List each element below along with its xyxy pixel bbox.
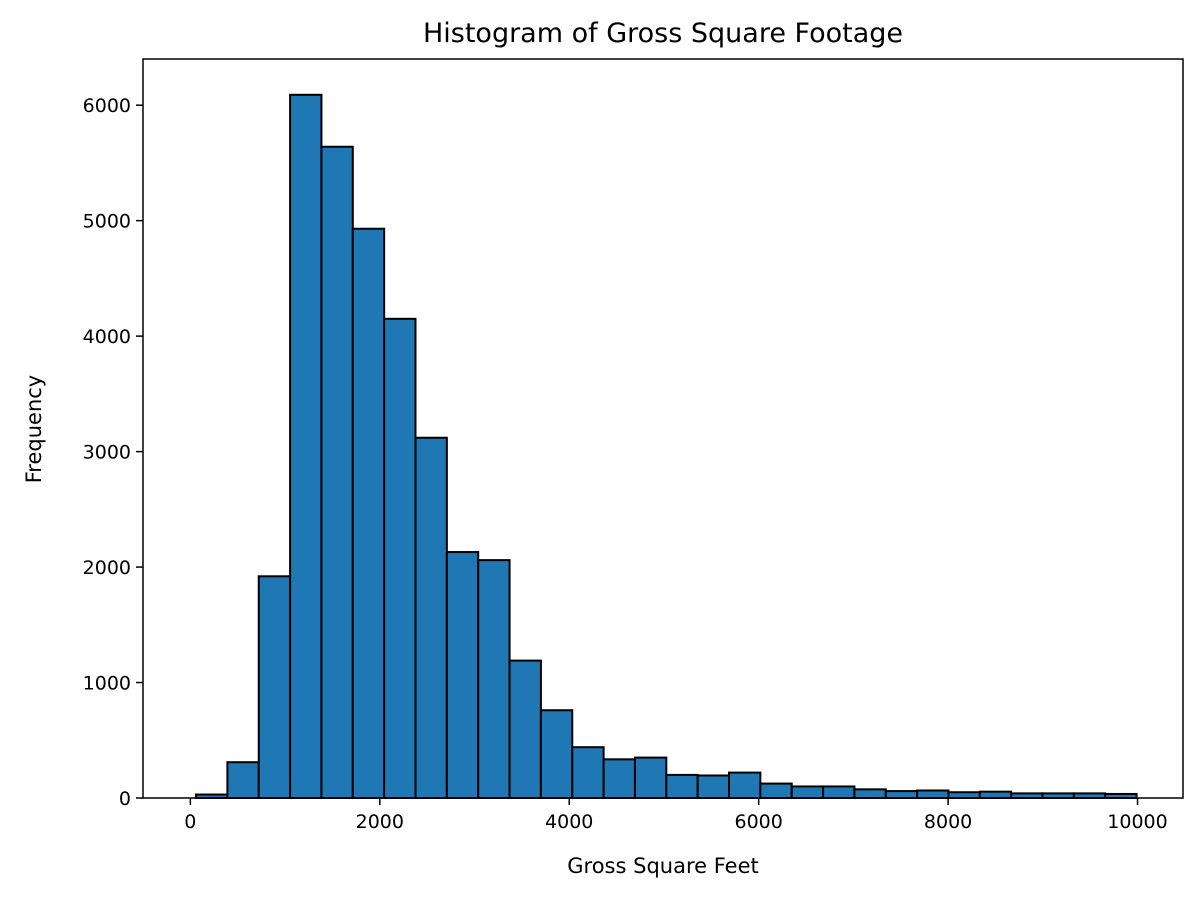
histogram-bar (978, 790, 1013, 800)
y-tick-label: 2000 (83, 557, 131, 579)
histogram-bar (571, 746, 605, 799)
histogram-bar (884, 790, 919, 800)
histogram-bar (633, 756, 668, 799)
histogram-bar (853, 788, 887, 799)
histogram-bar (759, 782, 793, 799)
histogram-bar (508, 659, 542, 799)
y-axis-label: Frequency (22, 375, 46, 484)
y-tick-label: 1000 (83, 673, 131, 695)
plot-frame (142, 58, 1184, 799)
histogram-bar (696, 774, 731, 799)
histogram-bar (257, 575, 292, 799)
histogram-bar (728, 771, 762, 799)
x-tick-label: 4000 (545, 811, 593, 833)
y-tick-label: 3000 (83, 442, 131, 464)
histogram-bar (351, 227, 386, 799)
x-axis-label: Gross Square Feet (567, 854, 758, 878)
histogram-bar (916, 789, 950, 799)
histogram-bar (414, 436, 448, 799)
histogram-bar (790, 785, 825, 799)
histogram-bar (822, 785, 856, 799)
y-tick-label: 0 (119, 788, 131, 810)
x-tick-label: 0 (184, 811, 196, 833)
histogram-bar (477, 559, 511, 800)
histogram-bar (383, 317, 417, 799)
histogram-bar (665, 773, 699, 799)
histogram-bar (539, 709, 574, 800)
y-tick-label: 4000 (83, 326, 131, 348)
y-axis-ticks: 0 1000 2000 3000 4000 5000 6000 (83, 95, 143, 810)
histogram-bar (289, 93, 323, 800)
y-tick-label: 5000 (83, 211, 131, 233)
histogram-bar (226, 761, 260, 800)
histogram-bar (320, 145, 354, 800)
x-axis-ticks: 0 2000 4000 6000 8000 10000 (184, 798, 1168, 833)
x-tick-label: 6000 (734, 811, 782, 833)
x-tick-label: 2000 (356, 811, 404, 833)
histogram-bar (445, 551, 480, 800)
y-tick-label: 6000 (83, 95, 131, 117)
histogram-bar (602, 758, 636, 800)
x-tick-label: 8000 (924, 811, 972, 833)
chart-title: Histogram of Gross Square Footage (423, 18, 903, 49)
histogram-bar (947, 791, 981, 799)
x-tick-label: 10000 (1107, 811, 1167, 833)
bars-group (195, 93, 1138, 800)
